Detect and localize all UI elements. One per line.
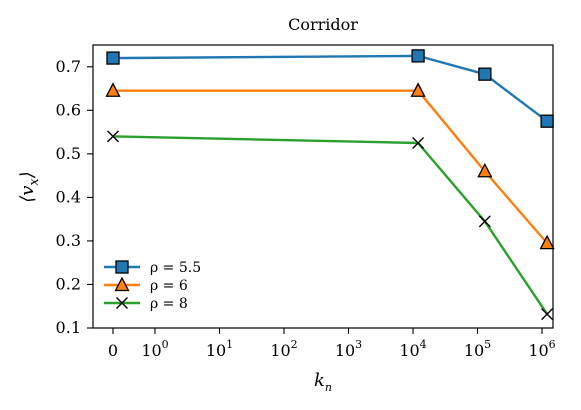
- legend-marker: [116, 297, 128, 309]
- axis-ticks: 0 100 101 102 103 104 105 106 0.1 0.2 0.3 0.4 0.5 0.6…: [56, 57, 556, 360]
- chart-title: Corridor: [288, 15, 358, 34]
- x-tick-label: 102: [270, 338, 297, 360]
- x-tick-label: 101: [206, 338, 233, 360]
- x-tick-label: 0: [108, 341, 118, 360]
- y-tick-label: 0.6: [56, 100, 81, 119]
- x-tick-label: 106: [528, 338, 555, 360]
- legend-marker: [115, 260, 129, 274]
- data-point: [539, 234, 555, 250]
- legend-marker: [114, 276, 130, 292]
- y-tick-label: 0.1: [56, 318, 81, 337]
- x-tick-label: 105: [464, 338, 491, 360]
- legend-label: ρ = 6: [150, 278, 188, 294]
- series-3: [107, 130, 554, 321]
- y-tick-label: 0.2: [56, 274, 81, 293]
- data-point: [105, 82, 121, 97]
- series-line: [112, 135, 549, 315]
- data-point: [107, 130, 119, 143]
- data-point: [411, 49, 425, 63]
- series-line: [113, 89, 549, 244]
- y-tick-label: 0.5: [56, 144, 81, 163]
- legend-label: ρ = 8: [150, 296, 188, 312]
- legend: ρ = 5.5 ρ = 6 ρ = 8: [104, 260, 201, 312]
- x-tick-label: 104: [399, 338, 426, 360]
- data-point: [541, 308, 554, 321]
- y-tick-label: 0.4: [56, 187, 81, 206]
- x-axis-label: kn: [314, 370, 332, 394]
- x-tick-label: 100: [141, 338, 168, 360]
- data-point: [410, 82, 426, 97]
- legend-item: ρ = 8: [104, 296, 188, 312]
- legend-item: ρ = 6: [104, 276, 188, 294]
- data-point: [412, 136, 425, 149]
- plot-frame: [92, 44, 554, 329]
- series-layer: [105, 49, 555, 321]
- data-point: [106, 51, 120, 65]
- y-axis-label: ⟨vx⟩: [17, 171, 42, 203]
- y-tick-label: 0.3: [56, 231, 81, 250]
- data-point: [478, 215, 491, 228]
- data-point: [478, 67, 492, 81]
- legend-label: ρ = 5.5: [150, 260, 201, 276]
- series-line: [112, 54, 548, 123]
- series-2: [105, 82, 555, 250]
- data-point: [540, 114, 554, 128]
- y-tick-label: 0.7: [56, 57, 81, 76]
- x-tick-label: 103: [335, 338, 362, 360]
- data-point: [477, 162, 493, 178]
- series-1: [106, 49, 554, 128]
- legend-item: ρ = 5.5: [104, 260, 201, 276]
